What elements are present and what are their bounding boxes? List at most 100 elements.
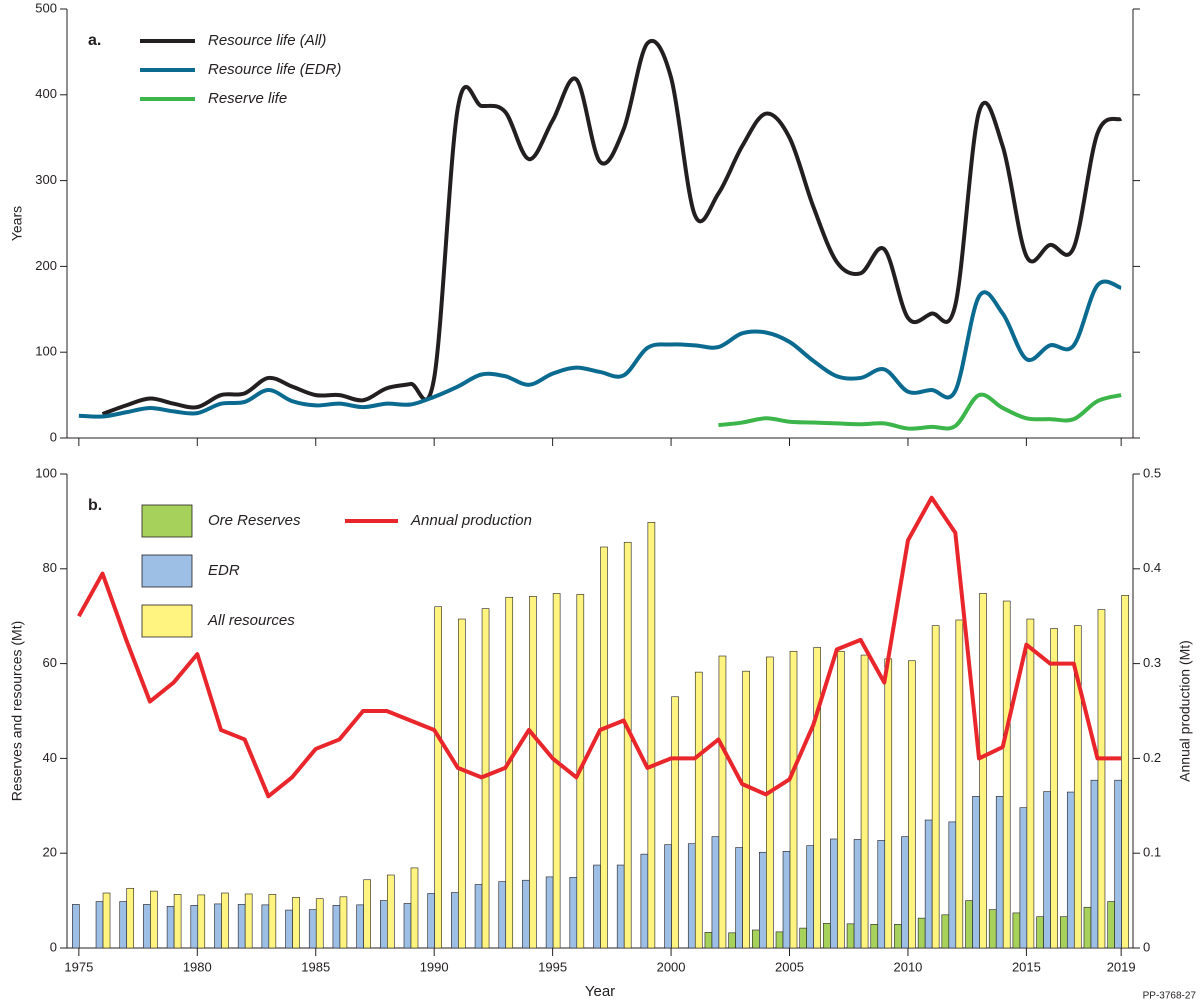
bar bbox=[877, 840, 886, 949]
bar bbox=[1107, 901, 1115, 949]
bar bbox=[166, 905, 175, 949]
x-tick-label: 2015 bbox=[1012, 959, 1041, 974]
bar bbox=[1114, 779, 1122, 949]
bar bbox=[823, 923, 831, 949]
bar bbox=[901, 836, 909, 949]
bar bbox=[1059, 916, 1068, 949]
legend-label: Annual production bbox=[410, 512, 532, 529]
bar bbox=[529, 595, 537, 949]
bar bbox=[308, 909, 317, 949]
bar bbox=[386, 874, 395, 949]
bar bbox=[1066, 791, 1075, 949]
bar bbox=[711, 836, 720, 949]
x-tick-label: 1975 bbox=[64, 959, 93, 974]
bar bbox=[623, 541, 632, 949]
bar bbox=[1090, 779, 1099, 949]
bar bbox=[1026, 618, 1035, 949]
bar bbox=[569, 877, 578, 949]
legend-swatch bbox=[141, 604, 193, 638]
bar bbox=[799, 927, 808, 949]
bar bbox=[545, 876, 554, 949]
bar bbox=[379, 900, 388, 949]
bar bbox=[988, 909, 997, 949]
bar bbox=[126, 887, 135, 949]
bar bbox=[1002, 600, 1011, 949]
bar bbox=[853, 839, 862, 949]
bar bbox=[261, 904, 270, 949]
bar bbox=[197, 894, 206, 949]
bar bbox=[742, 670, 750, 949]
y2-tick-label: 0.1 bbox=[1143, 845, 1161, 860]
panel-label: a. bbox=[88, 32, 101, 49]
bar bbox=[1050, 628, 1058, 949]
bar bbox=[434, 606, 442, 949]
bar bbox=[671, 696, 679, 949]
x-tick-label: 2005 bbox=[775, 959, 804, 974]
bar bbox=[979, 593, 987, 949]
bar bbox=[1036, 916, 1044, 949]
bar bbox=[782, 851, 791, 949]
x-axis-label: Year bbox=[585, 983, 615, 1000]
y-axis-label: Reserves and resources (Mt) bbox=[9, 621, 25, 802]
y-tick-label: 60 bbox=[43, 655, 57, 670]
legend-label: EDR bbox=[208, 562, 240, 579]
bar bbox=[728, 932, 736, 949]
y-axis-label: Years bbox=[9, 206, 25, 241]
bar bbox=[173, 894, 182, 949]
line bbox=[101, 39, 1123, 416]
x-tick-label: 1985 bbox=[301, 959, 330, 974]
y2-tick-label: 0.2 bbox=[1143, 750, 1161, 765]
bar bbox=[339, 896, 348, 949]
bar bbox=[1121, 595, 1129, 949]
x-tick-label: 2019 bbox=[1107, 959, 1136, 974]
legend-swatch bbox=[141, 554, 193, 588]
bar bbox=[268, 894, 277, 949]
y-tick-label: 500 bbox=[35, 0, 57, 15]
bar bbox=[806, 845, 815, 949]
bar bbox=[917, 917, 926, 949]
legend-label: Resource life (All) bbox=[208, 32, 326, 49]
bar bbox=[1073, 625, 1082, 949]
bar bbox=[143, 904, 151, 949]
bar bbox=[410, 867, 419, 949]
bar bbox=[752, 929, 760, 949]
y-tick-label: 300 bbox=[35, 172, 57, 187]
bar bbox=[759, 851, 767, 949]
bar bbox=[102, 892, 111, 949]
y2-tick-label: 0 bbox=[1143, 939, 1150, 954]
bar bbox=[908, 660, 916, 949]
bar bbox=[292, 896, 300, 949]
bar bbox=[285, 909, 293, 949]
legend-label: All resources bbox=[207, 612, 295, 629]
bar bbox=[948, 821, 957, 949]
bar bbox=[552, 593, 561, 949]
bar bbox=[995, 796, 1004, 949]
bar bbox=[214, 903, 222, 949]
x-tick-label: 2010 bbox=[893, 959, 922, 974]
y2-tick-label: 0.3 bbox=[1143, 655, 1161, 670]
bar bbox=[972, 796, 980, 949]
panel-label: b. bbox=[88, 497, 102, 514]
bar bbox=[221, 892, 229, 949]
bar bbox=[941, 914, 950, 949]
bar bbox=[593, 864, 601, 949]
bar bbox=[522, 879, 530, 949]
y2-tick-label: 0.4 bbox=[1143, 560, 1161, 575]
bar bbox=[244, 893, 253, 949]
bar bbox=[846, 923, 855, 949]
x-tick-label: 1995 bbox=[538, 959, 567, 974]
legend-swatch bbox=[141, 504, 193, 538]
bar bbox=[505, 596, 514, 949]
bar bbox=[600, 546, 608, 949]
bar bbox=[664, 844, 672, 949]
x-tick-label: 2000 bbox=[657, 959, 686, 974]
line bbox=[77, 495, 1122, 799]
bar bbox=[640, 853, 649, 949]
bar bbox=[237, 904, 246, 949]
bar bbox=[498, 881, 507, 949]
y-tick-label: 100 bbox=[35, 465, 57, 480]
bar bbox=[95, 901, 104, 949]
y-tick-label: 40 bbox=[43, 750, 57, 765]
y-tick-label: 400 bbox=[35, 86, 57, 101]
